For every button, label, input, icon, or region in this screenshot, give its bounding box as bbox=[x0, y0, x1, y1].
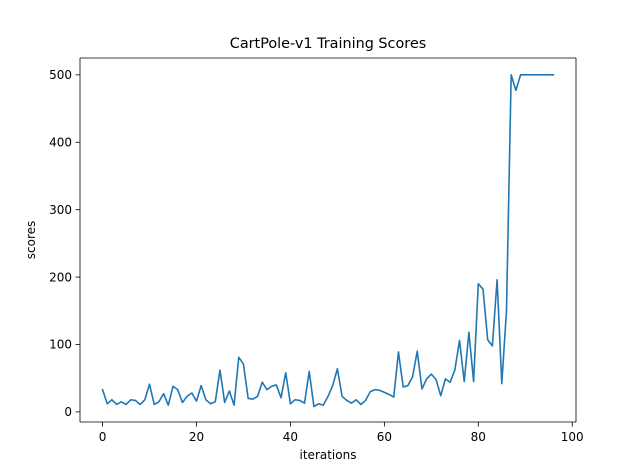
x-tick-label: 40 bbox=[283, 430, 298, 444]
x-tick-label: 20 bbox=[189, 430, 204, 444]
plot-area: 0 20 40 60 80 100 0 100 200 300 400 500 bbox=[49, 57, 584, 444]
y-tick-label: 200 bbox=[49, 270, 72, 284]
x-axis-label: iterations bbox=[300, 448, 357, 462]
chart-title: CartPole-v1 Training Scores bbox=[230, 36, 426, 52]
y-axis-label: scores bbox=[24, 221, 38, 260]
y-tick-label: 100 bbox=[49, 338, 72, 352]
y-tick-label: 400 bbox=[49, 135, 72, 149]
x-tick-label: 100 bbox=[561, 430, 584, 444]
y-tick-label: 0 bbox=[64, 405, 72, 419]
x-tick-label: 60 bbox=[377, 430, 392, 444]
x-tick-label: 80 bbox=[471, 430, 486, 444]
x-tick-label: 0 bbox=[99, 430, 107, 444]
y-tick-label: 500 bbox=[49, 68, 72, 82]
series-line-0 bbox=[101, 74, 555, 408]
y-tick-label: 300 bbox=[49, 203, 72, 217]
